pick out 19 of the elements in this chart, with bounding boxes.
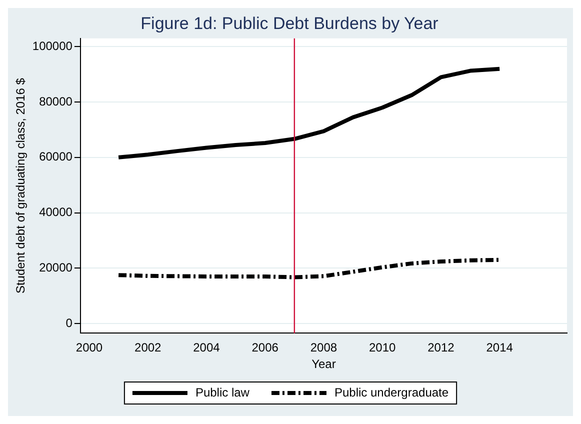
y-tick-label: 60000 xyxy=(39,150,73,164)
x-tick-label: 2002 xyxy=(134,340,162,355)
x-tick-label: 2008 xyxy=(310,340,338,355)
y-tick-label: 80000 xyxy=(39,94,73,108)
x-tick-label: 2014 xyxy=(486,340,514,355)
x-tick-label: 2010 xyxy=(368,340,396,355)
y-tick-label: 100000 xyxy=(32,39,73,54)
x-tick-label: 2006 xyxy=(252,340,279,355)
x-tick-label: 2000 xyxy=(76,340,103,355)
legend-label: Public law xyxy=(195,385,250,400)
y-tick-label: 20000 xyxy=(39,260,73,274)
y-tick-label: 40000 xyxy=(39,205,73,220)
y-tick-label: 0 xyxy=(66,316,73,330)
legend-label: Public undergraduate xyxy=(334,385,449,400)
x-tick-label: 2004 xyxy=(193,340,220,355)
x-tick-label: 2012 xyxy=(428,340,455,355)
chart-title: Figure 1d: Public Debt Burdens by Year xyxy=(140,14,439,33)
x-axis-title: Year xyxy=(312,357,336,372)
y-axis-title: Student debt of graduating class, 2016 $ xyxy=(14,78,28,294)
